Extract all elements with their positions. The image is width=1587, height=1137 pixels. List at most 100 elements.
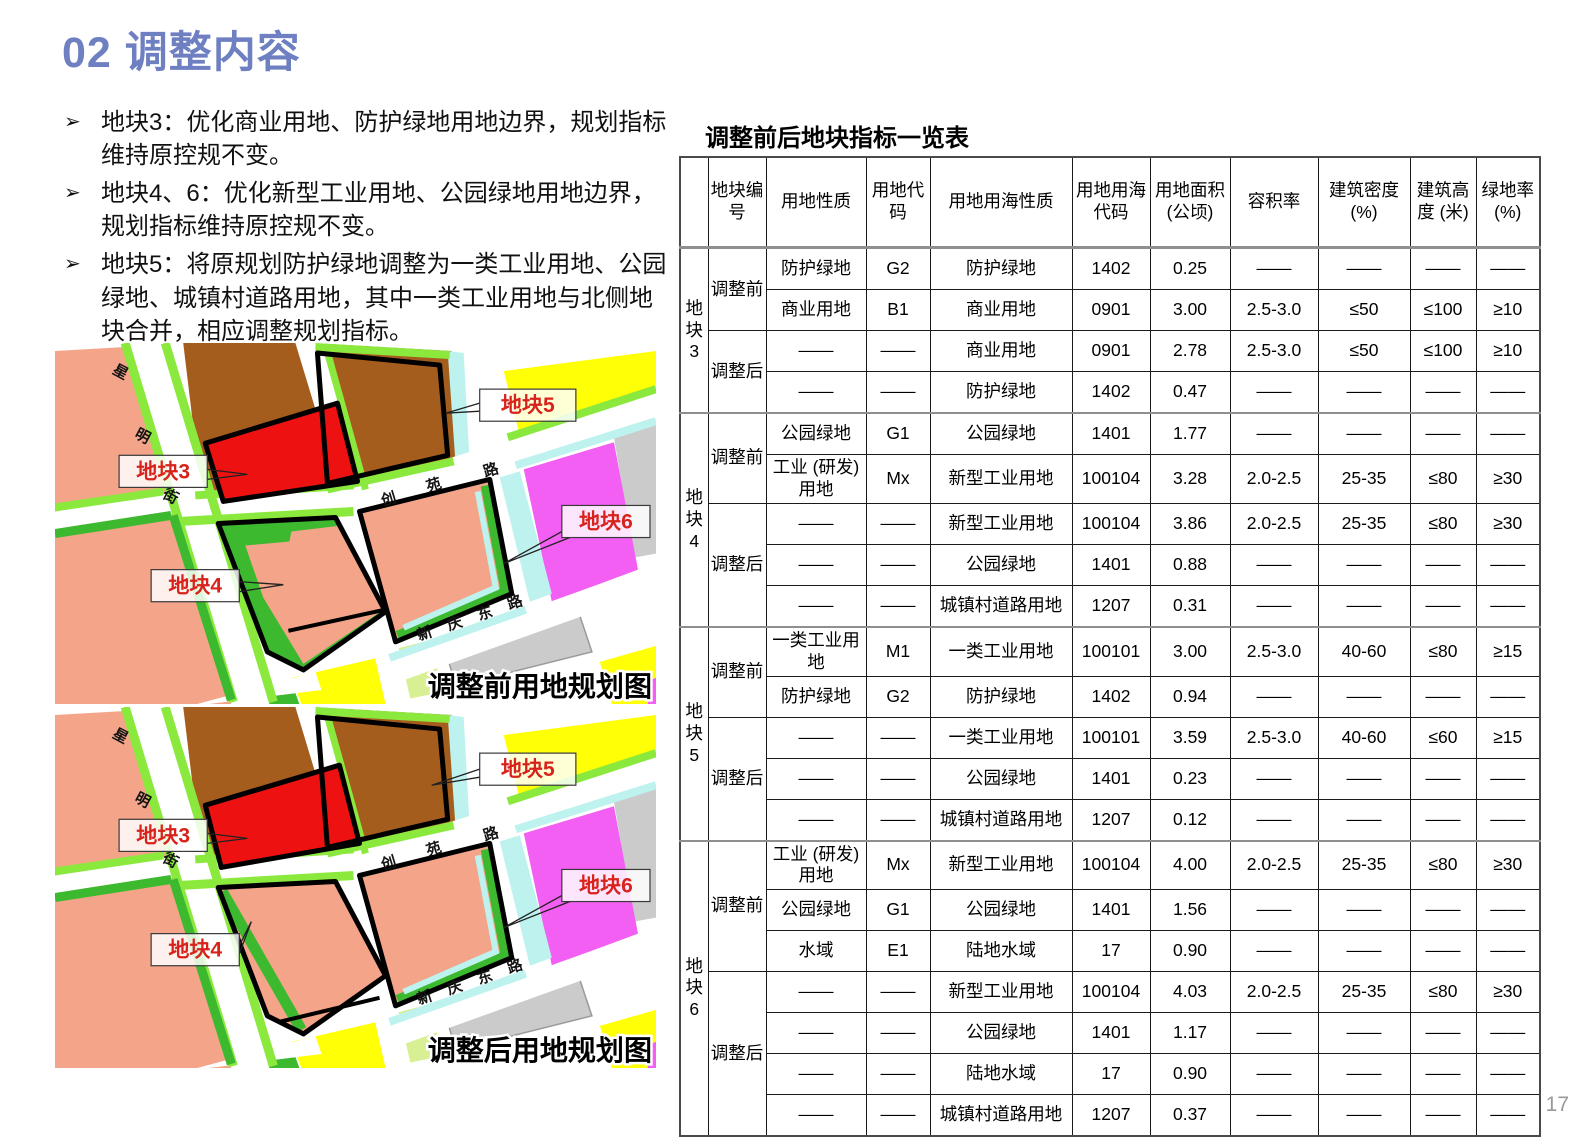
value-cell: 新型工业用地 bbox=[929, 839, 1073, 891]
table-row: 地块4 调整前 公园绿地 G1 公园绿地 1401 1.77 —— —— —— —— bbox=[679, 411, 1541, 628]
value-cell: —— bbox=[1475, 543, 1541, 586]
value-cell: ≤100 bbox=[1409, 330, 1477, 372]
value-cell: 1.17 bbox=[1149, 1012, 1231, 1055]
table-row: —— —— 防护绿地 1402 0.47 —— —— —— —— bbox=[680, 371, 1541, 414]
value-cell: 17 bbox=[1071, 930, 1151, 973]
plot6-outline bbox=[357, 476, 515, 645]
value-cell: —— bbox=[1317, 584, 1411, 628]
plot4-green-west-strip bbox=[217, 888, 307, 1033]
value-cell: —— bbox=[1229, 757, 1319, 800]
value-cell: 3.86 bbox=[1149, 502, 1231, 545]
value-cell: 25-35 bbox=[1317, 502, 1411, 545]
value-cell: 防护绿地 bbox=[929, 371, 1073, 414]
value-cell: —— bbox=[1409, 412, 1477, 455]
value-cell: —— bbox=[765, 584, 867, 628]
greenbelt bbox=[55, 875, 172, 902]
plot3-outline bbox=[202, 762, 363, 870]
street-west-branch bbox=[55, 493, 172, 530]
value-cell: 商业用地 bbox=[765, 289, 867, 331]
value-cell: —— bbox=[1409, 757, 1477, 800]
greenbelt bbox=[315, 343, 450, 360]
plot6-leader-line bbox=[503, 530, 571, 565]
value-cell: 工业 (研发) 用地 bbox=[765, 839, 867, 891]
value-cell: 3.00 bbox=[1149, 289, 1231, 331]
table-row: 调整后 —— —— 新型工业用地 100104 3.86 2.0-2.5 25-35 ≤80 ≥3… bbox=[680, 502, 1541, 628]
value-cell: G2 bbox=[865, 675, 931, 718]
value-cell: 0.12 bbox=[1149, 798, 1231, 841]
street-label-char: 苑 bbox=[424, 838, 444, 860]
value-cell: —— bbox=[1475, 412, 1541, 455]
value-cell: 2.78 bbox=[1149, 330, 1231, 372]
plot6-outline bbox=[357, 840, 515, 1009]
plot6-area bbox=[357, 840, 515, 1009]
table-title: 调整前后地块指标一览表 bbox=[705, 125, 969, 152]
value-cell: 1401 bbox=[1071, 757, 1151, 800]
value-cell: 0.37 bbox=[1149, 1094, 1231, 1137]
street-label-char: 新 bbox=[415, 987, 435, 1009]
value-cell: 0.23 bbox=[1149, 757, 1231, 800]
value-cell: ≤80 bbox=[1409, 502, 1477, 545]
value-cell: 公园绿地 bbox=[765, 889, 867, 932]
block-yellow-se bbox=[599, 645, 656, 704]
value-cell: —— bbox=[1475, 889, 1541, 932]
value-cell: 4.00 bbox=[1149, 839, 1231, 891]
value-cell: 3.28 bbox=[1149, 454, 1231, 504]
value-cell: —— bbox=[1409, 543, 1477, 586]
table-row: 地块5 调整前 一类工业用地 M1 一类工业用地 100101 3.00 2.5-3.0 40-… bbox=[679, 625, 1541, 841]
value-cell: —— bbox=[1229, 412, 1319, 455]
plot6-label-box bbox=[561, 868, 651, 903]
value-cell: —— bbox=[1409, 930, 1477, 973]
plot3-leader-line bbox=[207, 468, 248, 481]
value-cell: —— bbox=[1317, 1094, 1411, 1137]
street-label-char: 新 bbox=[415, 623, 435, 645]
value-cell: —— bbox=[1229, 584, 1319, 628]
value-cell: 0.90 bbox=[1149, 930, 1231, 973]
value-cell: 0.31 bbox=[1149, 584, 1231, 628]
street-label-char: 路 bbox=[505, 591, 526, 613]
street-chuangyuan bbox=[173, 393, 656, 518]
value-cell: —— bbox=[1409, 798, 1477, 841]
value-cell: —— bbox=[865, 502, 931, 545]
value-cell: 商业用地 bbox=[929, 330, 1073, 372]
value-cell: —— bbox=[1317, 1012, 1411, 1055]
header-cell: 建筑高度 (米) bbox=[1409, 156, 1477, 249]
block-magenta-se bbox=[643, 1041, 656, 1068]
value-cell: 1402 bbox=[1071, 675, 1151, 718]
plot5-label: 地块5 bbox=[501, 393, 555, 417]
value-cell: —— bbox=[865, 798, 931, 841]
indicators-table-wrap: 地块编号 用地性质 用地代码 用地用海性质 用地用海代码 用地面积 (公顷) 容积率 建筑密度… bbox=[679, 156, 1541, 1137]
phase-cell: 调整后 bbox=[707, 502, 767, 628]
landuse-map-before: 星 明 街 创 苑 路 新 庆 东 路 地块5 地块3 地块6 地块4 调整前用… bbox=[55, 343, 656, 704]
value-cell: —— bbox=[1409, 584, 1477, 628]
bullet-text: 地块3：优化商业用地、防护绿地用地边界，规划指标维持原控规不变。 bbox=[101, 109, 667, 170]
plot4-leader-line bbox=[239, 581, 284, 593]
value-cell: —— bbox=[1475, 757, 1541, 800]
plot6-cyan-strip bbox=[402, 854, 500, 995]
value-cell: ≥30 bbox=[1475, 971, 1541, 1014]
value-cell: —— bbox=[1409, 1012, 1477, 1055]
value-cell: —— bbox=[765, 1012, 867, 1055]
block-yellow-south bbox=[291, 657, 390, 704]
value-cell: —— bbox=[1475, 1012, 1541, 1055]
value-cell: 新型工业用地 bbox=[929, 971, 1073, 1014]
plot3-leader-line bbox=[207, 832, 248, 845]
greenbelt bbox=[178, 506, 354, 526]
value-cell: 1207 bbox=[1071, 584, 1151, 628]
table-row: 调整后 —— —— 一类工业用地 100101 3.59 2.5-3.0 40-60 ≤60 ≥1… bbox=[680, 716, 1541, 841]
value-cell: 3.59 bbox=[1149, 716, 1231, 759]
value-cell: 0.47 bbox=[1149, 371, 1231, 414]
value-cell: —— bbox=[1229, 371, 1319, 414]
street-label-char: 街 bbox=[159, 848, 182, 871]
plot4-leader-line bbox=[238, 921, 252, 954]
street-label-char: 创 bbox=[378, 852, 399, 874]
plot4-label: 地块4 bbox=[168, 938, 222, 962]
bullet-plot5: ➢ 地块5：将原规划防护绿地调整为一类工业用地、公园绿地、城镇村道路用地，其中一… bbox=[64, 248, 668, 347]
value-cell: —— bbox=[1475, 246, 1541, 290]
arrow-bullet-icon: ➢ bbox=[64, 111, 81, 133]
value-cell: —— bbox=[1317, 412, 1411, 455]
header-cell: 用地用海性质 bbox=[929, 156, 1073, 249]
value-cell: Mx bbox=[865, 839, 931, 891]
street-label-char: 星 bbox=[110, 361, 131, 383]
value-cell: 城镇村道路用地 bbox=[929, 1094, 1073, 1137]
bullet-text: 地块4、6：优化新型工业用地、公园绿地用地边界，规划指标维持原控规不变。 bbox=[101, 180, 656, 241]
